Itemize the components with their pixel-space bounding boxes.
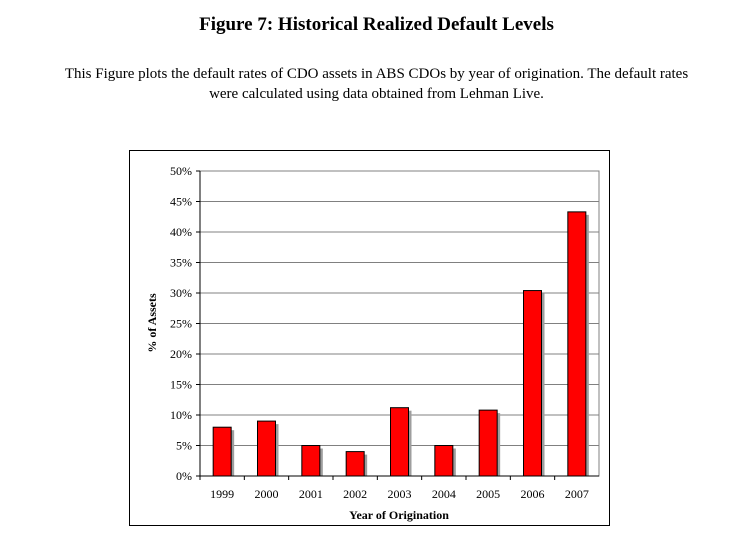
caption-line-2: were calculated using data obtained from… bbox=[209, 86, 544, 102]
y-tick-label: 50% bbox=[170, 164, 192, 178]
bars bbox=[212, 211, 589, 477]
x-tick-labels: 1999 2000 2001 2002 2003 2004 2005 2006 2007 bbox=[199, 475, 599, 501]
x-tick-label: 2000 bbox=[255, 487, 279, 501]
bar-2003 bbox=[390, 407, 409, 477]
bar-2000 bbox=[257, 420, 276, 477]
bar-2006 bbox=[523, 290, 542, 477]
y-tick-label: 45% bbox=[170, 195, 192, 209]
x-tick-label: 2001 bbox=[299, 487, 323, 501]
y-tick-label: 15% bbox=[170, 378, 192, 392]
x-tick-label: 2004 bbox=[432, 487, 456, 501]
y-tick-label: 0% bbox=[176, 469, 192, 483]
bar-2001 bbox=[301, 445, 321, 477]
y-tick-label: 20% bbox=[170, 347, 192, 361]
y-tick-label: 5% bbox=[176, 439, 192, 453]
x-tick-label: 2003 bbox=[388, 487, 412, 501]
bar-2007 bbox=[567, 211, 587, 477]
y-tick-labels: 0% 5% 10% 15% 20% 25% 30% 35% 40% 45% 50% bbox=[170, 164, 201, 483]
x-tick-label: 2006 bbox=[521, 487, 545, 501]
y-tick-label: 30% bbox=[170, 286, 192, 300]
caption-line-1: This Figure plots the default rates of C… bbox=[64, 66, 689, 82]
y-tick-label: 25% bbox=[170, 317, 192, 331]
bar-1999 bbox=[212, 426, 232, 477]
bar-2005 bbox=[478, 409, 498, 477]
x-axis-title: Year of Origination bbox=[349, 508, 449, 522]
figure-title: Figure 7: Historical Realized Default Le… bbox=[199, 14, 554, 35]
figure-caption: This Figure plots the default rates of C… bbox=[10, 64, 743, 104]
bar-2002 bbox=[345, 451, 365, 477]
x-tick-label: 1999 bbox=[210, 487, 234, 501]
y-tick-label: 40% bbox=[170, 225, 192, 239]
x-tick-label: 2002 bbox=[343, 487, 367, 501]
y-axis-title: % of Assets bbox=[145, 293, 159, 353]
x-tick-label: 2007 bbox=[565, 487, 589, 501]
y-tick-label: 35% bbox=[170, 256, 192, 270]
bar-2004 bbox=[434, 445, 454, 477]
y-tick-label: 10% bbox=[170, 408, 192, 422]
x-tick-label: 2005 bbox=[476, 487, 500, 501]
